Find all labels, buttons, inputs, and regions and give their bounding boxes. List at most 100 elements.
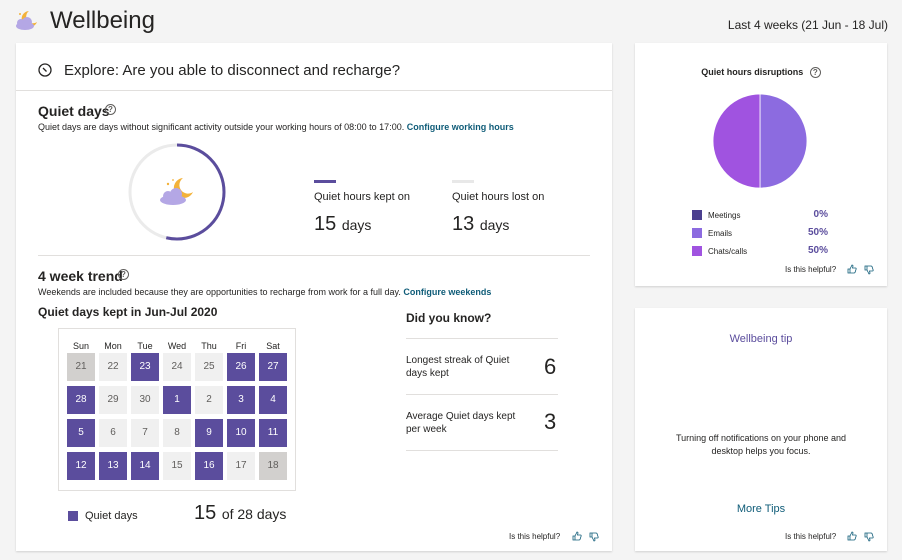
dyk-item-label: Average Quiet days kept per week	[406, 411, 516, 435]
legend-label-meetings: Meetings	[708, 211, 741, 220]
calendar-day-cell: 17	[227, 452, 255, 480]
calendar-day-header: Tue	[137, 341, 153, 351]
trend-help-icon[interactable]: ?	[118, 269, 129, 280]
calendar-day-cell: 26	[227, 353, 255, 381]
wellbeing-tip-card: Wellbeing tip Turning off notifications …	[635, 308, 887, 551]
calendar-day-cell: 25	[195, 353, 223, 381]
dyk-divider	[406, 450, 558, 451]
helpful-label: Is this helpful?	[785, 265, 837, 274]
kept-unit: days	[341, 217, 372, 233]
calendar-day-cell: 6	[99, 419, 127, 447]
legend-value-chats: 50%	[807, 245, 828, 256]
more-tips-link[interactable]: More Tips	[736, 503, 786, 515]
calendar-title: Quiet days kept in Jun-Jul 2020	[38, 305, 218, 319]
quiet-days-desc-text: Quiet days are days without significant …	[38, 122, 405, 132]
calendar-day-cell: 11	[259, 419, 287, 447]
wellbeing-moon-cloud-icon	[16, 11, 37, 30]
calendar-day-header: Fri	[235, 341, 247, 351]
quiet-days-title: Quiet days	[38, 103, 110, 119]
dyk-item-value: 3	[544, 409, 557, 434]
quiet-days-legend-label: Quiet days	[85, 510, 138, 522]
page-title: Wellbeing	[50, 7, 155, 34]
calendar-day-cell: 16	[195, 452, 223, 480]
calendar-day-header: Wed	[167, 341, 187, 351]
calendar-day-cell: 8	[163, 419, 191, 447]
quiet-hours-lost-value: 13 days	[452, 213, 509, 236]
thumbs-down-icon[interactable]	[864, 532, 874, 542]
pie-slice-emails	[759, 93, 808, 189]
quiet-days-description: Quiet days are days without significant …	[38, 122, 514, 132]
disruptions-title: Quiet hours disruptions ?	[635, 67, 887, 78]
quiet-hours-kept-value: 15 days	[314, 213, 371, 236]
legend-value-meetings: 0%	[813, 209, 828, 220]
calendar-day-cell: 24	[163, 353, 191, 381]
legend-label-emails: Emails	[708, 229, 733, 238]
calendar-day-cell: 29	[99, 386, 127, 414]
helpful-label: Is this helpful?	[509, 532, 561, 541]
dyk-item-label: Longest streak of Quiet days kept	[406, 355, 510, 379]
disruptions-pie-chart	[712, 93, 808, 189]
calendar-day-cell: 1	[163, 386, 191, 414]
calendar-day-cell: 4	[259, 386, 287, 414]
legend-swatch-chats	[692, 246, 702, 256]
tip-text: Turning off notifications on your phone …	[675, 433, 847, 456]
configure-weekends-link[interactable]: Configure weekends	[403, 287, 492, 297]
quiet-days-help-icon[interactable]: ?	[105, 104, 116, 115]
calendar-day-cell: 13	[99, 452, 127, 480]
calendar-day-cell: 9	[195, 419, 223, 447]
calendar-day-cell: 23	[131, 353, 159, 381]
section-divider	[38, 255, 590, 256]
disruptions-help-icon[interactable]: ?	[809, 67, 821, 78]
legend-swatch-meetings	[692, 210, 702, 220]
helpful-label: Is this helpful?	[785, 532, 837, 541]
dyk-divider	[406, 338, 558, 339]
calendar-day-cell: 27	[259, 353, 287, 381]
calendar-day-cell: 15	[163, 452, 191, 480]
compass-icon	[38, 63, 52, 77]
kept-number: 15	[314, 213, 337, 235]
explore-card: Explore: Are you able to disconnect and …	[16, 43, 612, 551]
calendar-day-cell: 2	[195, 386, 223, 414]
calendar-day-cell: 7	[131, 419, 159, 447]
calendar-day-cell: 14	[131, 452, 159, 480]
thumbs-up-icon[interactable]	[847, 264, 857, 274]
legend-value-emails: 50%	[807, 227, 828, 238]
kept-legend-bar	[314, 180, 336, 183]
thumbs-down-icon[interactable]	[864, 265, 874, 275]
thumbs-down-icon[interactable]	[589, 532, 599, 542]
did-you-know-title: Did you know?	[406, 311, 492, 325]
lost-legend-bar	[452, 180, 474, 183]
calendar-day-cell: 3	[227, 386, 255, 414]
four-week-trend-title: 4 week trend	[38, 268, 123, 284]
tip-title: Wellbeing tip	[729, 333, 793, 345]
disruptions-card: Quiet hours disruptions ? Meetings 0% Em…	[635, 43, 887, 286]
calendar-day-header: Sat	[266, 341, 280, 351]
calendar-day-cell: 5	[67, 419, 95, 447]
thumbs-up-icon[interactable]	[572, 531, 582, 541]
calendar-day-cell: 21	[67, 353, 95, 381]
dyk-item-value: 6	[544, 354, 557, 379]
calendar-day-cell: 28	[67, 386, 95, 414]
calendar-day-cell: 10	[227, 419, 255, 447]
moon-cloud-icon	[160, 178, 193, 205]
lost-number: 13	[452, 213, 475, 235]
legend-label-chats: Chats/calls	[708, 247, 748, 256]
explore-title: Explore: Are you able to disconnect and …	[64, 62, 401, 79]
calendar-day-cell: 18	[259, 452, 287, 480]
thumbs-up-icon[interactable]	[847, 531, 857, 541]
page-header: Wellbeing Last 4 weeks (21 Jun - 18 Jul)	[0, 0, 902, 42]
quiet-days-total-number: 15	[194, 502, 217, 524]
pie-slice-chats-calls	[712, 93, 761, 189]
trend-description: Weekends are included because they are o…	[38, 287, 491, 297]
calendar-day-cell: 22	[99, 353, 127, 381]
calendar-day-header: Thu	[201, 341, 217, 351]
legend-swatch-emails	[692, 228, 702, 238]
calendar-day-cell: 12	[67, 452, 95, 480]
quiet-days-ring-chart	[128, 143, 226, 241]
ring-kept-arc	[128, 143, 226, 241]
calendar-day-header: Sun	[72, 341, 89, 351]
divider	[16, 90, 612, 91]
configure-working-hours-link[interactable]: Configure working hours	[406, 122, 514, 132]
quiet-days-swatch	[68, 511, 78, 521]
calendar-day-cell: 30	[131, 386, 159, 414]
